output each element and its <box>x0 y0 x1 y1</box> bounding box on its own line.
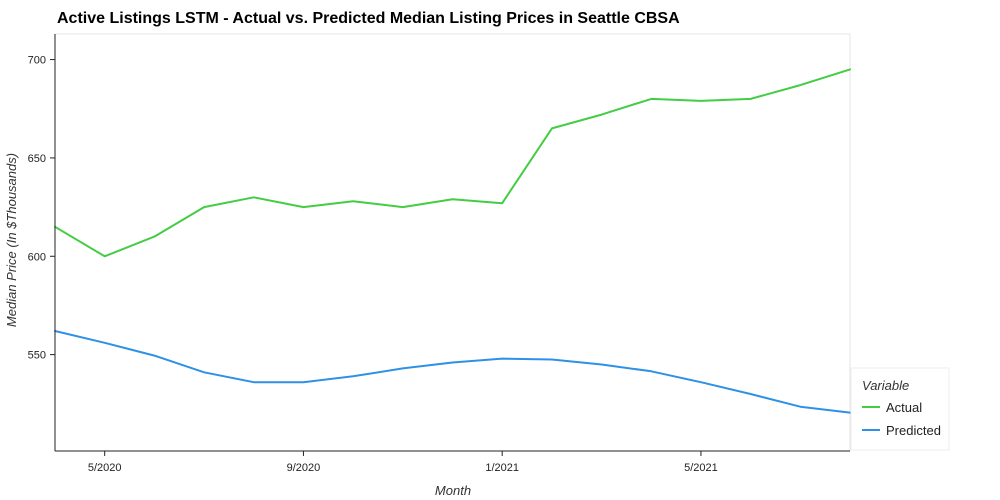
y-tick-label: 600 <box>28 251 46 263</box>
legend-label-predicted: Predicted <box>886 423 941 438</box>
legend-label-actual: Actual <box>886 400 922 415</box>
y-tick-label: 650 <box>28 153 46 165</box>
x-ticks: 5/2020 9/2020 1/2021 5/2021 <box>88 451 718 474</box>
chart-title: Active Listings LSTM - Actual vs. Predic… <box>57 10 680 27</box>
y-tick-label: 700 <box>28 55 46 67</box>
x-axis-title: Month <box>435 483 471 498</box>
y-tick-label: 550 <box>28 350 46 362</box>
x-tick-label: 5/2021 <box>684 462 718 474</box>
series-line-predicted <box>54 330 851 414</box>
series-layer <box>54 68 851 414</box>
x-tick-label: 5/2020 <box>88 462 122 474</box>
legend-box <box>850 367 950 451</box>
legend-title: Variable <box>862 378 909 393</box>
series-line-actual <box>54 68 851 258</box>
legend: Variable Actual Predicted <box>850 367 950 451</box>
x-tick-label: 9/2020 <box>287 462 321 474</box>
y-ticks: 550 600 650 700 <box>28 55 55 362</box>
y-axis-title: Median Price (In $Thousands) <box>4 153 19 327</box>
x-tick-label: 1/2021 <box>485 462 519 474</box>
